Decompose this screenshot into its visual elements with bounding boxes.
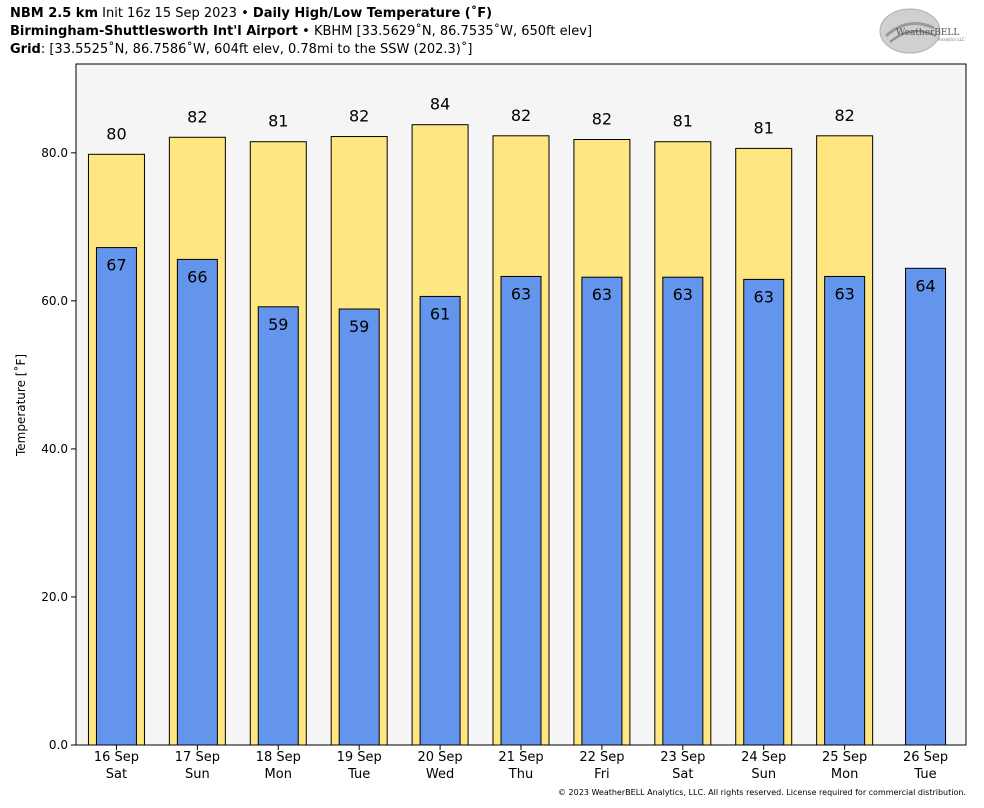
y-tick-label: 40.0	[41, 442, 68, 456]
low-bar	[824, 275, 866, 746]
high-value-label: 82	[187, 107, 207, 126]
x-tick-day: Fri	[594, 767, 610, 782]
x-tick-day: Mon	[831, 767, 858, 782]
low-value-label: 63	[834, 284, 854, 303]
high-value-label: 84	[430, 95, 450, 114]
high-value-label: 81	[754, 118, 774, 137]
low-value-label: 63	[673, 285, 693, 304]
grid-info: : [33.5525˚N, 86.7586˚W, 604ft elev, 0.7…	[40, 42, 473, 57]
x-tick-day: Thu	[508, 767, 533, 782]
x-tick-date: 17 Sep	[175, 750, 220, 765]
x-tick-date: 23 Sep	[660, 750, 705, 765]
x-tick-day: Tue	[347, 767, 370, 782]
low-bar	[500, 275, 542, 746]
x-tick-day: Tue	[913, 767, 936, 782]
low-value-label: 67	[106, 256, 126, 275]
low-value-label: 63	[511, 284, 531, 303]
low-bar	[581, 276, 623, 746]
y-tick-label: 80.0	[41, 146, 68, 160]
high-value-label: 82	[349, 107, 369, 126]
x-tick-day: Sat	[672, 767, 693, 782]
station-name: Birmingham-Shuttlesworth Int'l Airport	[10, 24, 299, 39]
low-bar	[176, 258, 218, 746]
high-value-label: 82	[511, 106, 531, 125]
grid-label: Grid	[10, 42, 41, 57]
low-bar	[743, 278, 785, 746]
low-temperature-series	[95, 247, 947, 746]
header-separator: •	[302, 24, 310, 39]
station-info: KBHM [33.5629˚N, 86.7535˚W, 650ft elev]	[313, 24, 593, 39]
logo-text: WeatherBELL	[896, 28, 959, 38]
x-axis: 16 Sep Sat 17 Sep Sun 18 Sep Mon 19 Sep Tue 20 S…	[94, 745, 948, 782]
low-value-label: 64	[915, 276, 935, 295]
model-name: NBM 2.5 km	[10, 6, 98, 21]
x-tick-day: Sat	[106, 767, 127, 782]
x-tick-date: 24 Sep	[741, 750, 786, 765]
chart-title: Daily High/Low Temperature (˚F)	[252, 6, 493, 21]
y-axis-label: Temperature [˚F]	[13, 354, 28, 457]
y-tick-label: 0.0	[49, 738, 68, 752]
x-tick-day: Sun	[185, 767, 210, 782]
low-bar	[95, 247, 137, 746]
bar-value-labels: 80 67 82 66 81 59 82 59 84 61 82 63 82 63 81 63 81 63 82 63…	[106, 95, 935, 336]
high-value-label: 81	[673, 112, 693, 131]
logo-subtext: Analytics LLC	[938, 37, 965, 42]
x-tick-date: 20 Sep	[417, 750, 462, 765]
x-tick-date: 18 Sep	[256, 750, 301, 765]
high-value-label: 82	[834, 106, 854, 125]
header-separator: •	[241, 6, 249, 21]
low-value-label: 59	[349, 317, 369, 336]
chart-header-line2: Birmingham-Shuttlesworth Int'l Airport •…	[10, 23, 592, 40]
high-value-label: 80	[106, 124, 126, 143]
x-tick-date: 16 Sep	[94, 750, 139, 765]
x-tick-date: 21 Sep	[498, 750, 543, 765]
y-axis: 0.0 20.0 40.0 60.0 80.0	[41, 146, 76, 752]
x-tick-date: 26 Sep	[903, 750, 948, 765]
y-tick-label: 20.0	[41, 590, 68, 604]
low-value-label: 66	[187, 267, 207, 286]
high-value-label: 82	[592, 110, 612, 129]
weatherbell-logo: WeatherBELL Analytics LLC	[879, 8, 965, 54]
high-value-label: 81	[268, 112, 288, 131]
copyright-notice: © 2023 WeatherBELL Analytics, LLC. All r…	[558, 788, 966, 797]
low-bar	[905, 267, 947, 746]
x-tick-date: 22 Sep	[579, 750, 624, 765]
low-value-label: 61	[430, 304, 450, 323]
x-tick-date: 19 Sep	[337, 750, 382, 765]
low-bar	[419, 295, 461, 746]
y-tick-label: 60.0	[41, 294, 68, 308]
low-bar	[662, 276, 704, 746]
x-tick-day: Wed	[426, 767, 454, 782]
low-value-label: 59	[268, 315, 288, 334]
x-tick-date: 25 Sep	[822, 750, 867, 765]
x-tick-day: Mon	[265, 767, 292, 782]
chart-header-line3: Grid: [33.5525˚N, 86.7586˚W, 604ft elev,…	[10, 41, 472, 58]
low-value-label: 63	[592, 285, 612, 304]
low-bar	[257, 306, 299, 746]
low-bar	[338, 308, 380, 746]
low-value-label: 63	[754, 287, 774, 306]
x-tick-day: Sun	[751, 767, 776, 782]
chart-header-line1: NBM 2.5 km Init 16z 15 Sep 2023 • Daily …	[10, 5, 492, 22]
init-time: Init 16z 15 Sep 2023	[102, 6, 237, 21]
